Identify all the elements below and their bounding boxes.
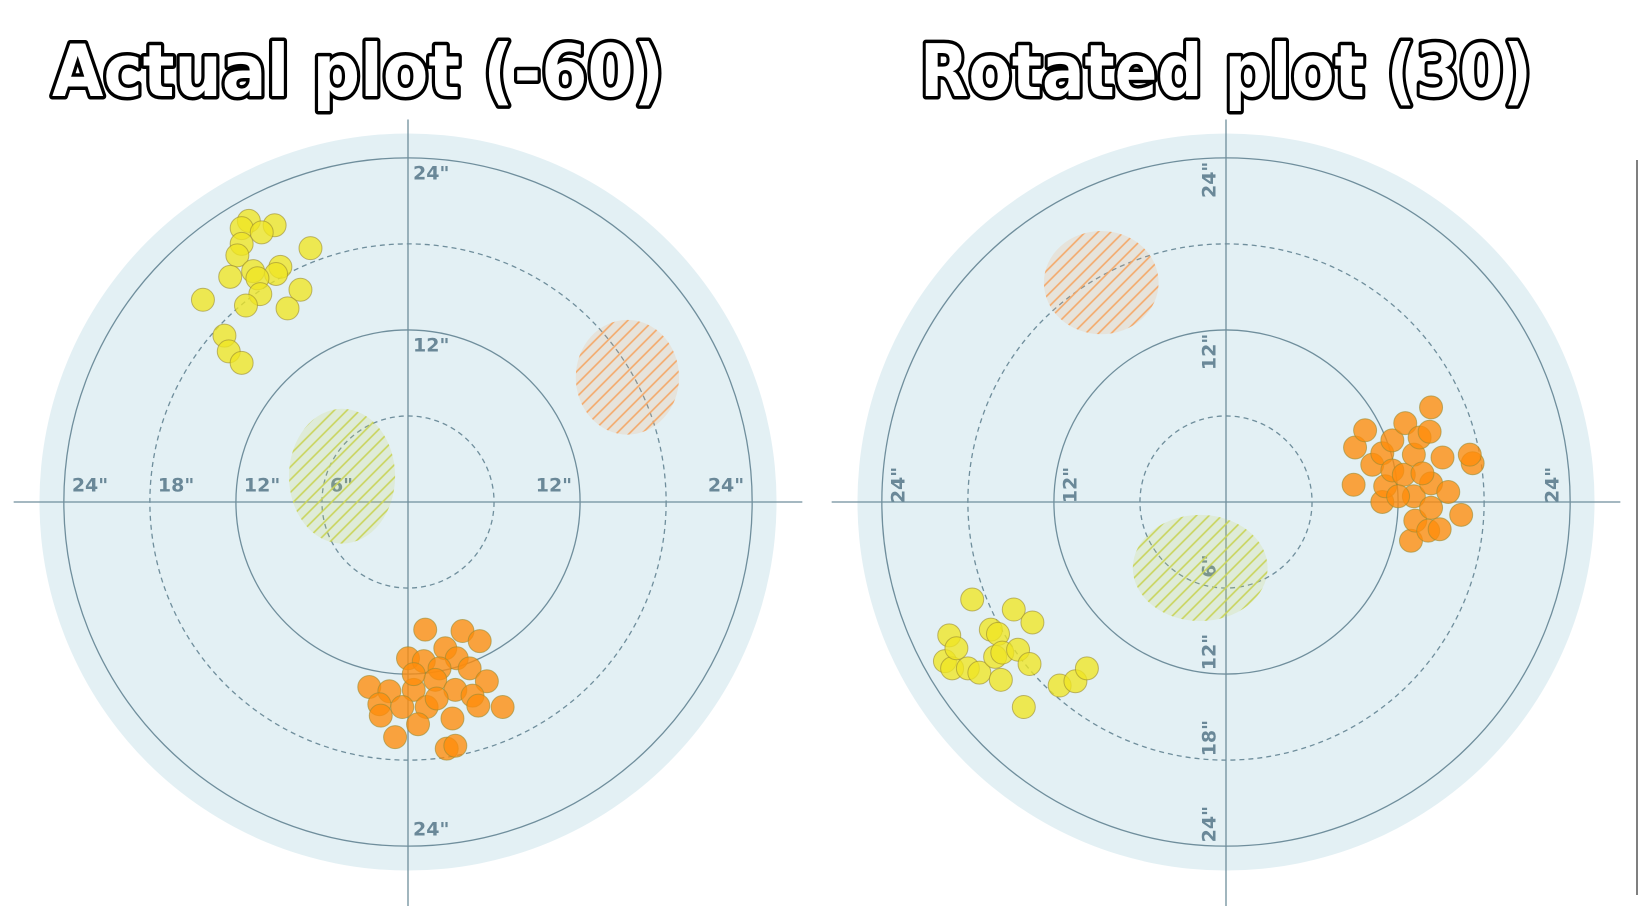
shot-point — [1449, 502, 1474, 527]
shot-point — [457, 656, 482, 681]
shot-point — [383, 725, 408, 750]
shot-point — [474, 669, 499, 694]
y-tick-label: 12" — [1199, 334, 1221, 370]
shot-point — [1380, 428, 1405, 453]
x-tick-label: 12" — [536, 475, 572, 497]
shot-point — [288, 277, 313, 302]
shot-point — [298, 236, 323, 261]
shot-point — [190, 287, 215, 312]
shot-point — [1074, 656, 1099, 681]
x-tick-label: 24" — [887, 467, 909, 503]
x-tick-label: 18" — [158, 475, 194, 497]
shot-point — [1386, 484, 1411, 509]
chart-title: Actual plot (-60) — [52, 29, 664, 113]
shot-point — [1001, 597, 1026, 622]
shot-point — [1017, 652, 1042, 677]
x-tick-label: 12" — [244, 475, 280, 497]
shot-point — [466, 693, 491, 718]
shot-point — [1393, 411, 1418, 436]
y-tick-label: 12" — [1199, 634, 1221, 670]
shot-point — [1457, 442, 1482, 467]
shot-point — [1419, 495, 1444, 520]
shot-point — [1341, 472, 1366, 497]
y-tick-label: 24" — [413, 819, 449, 841]
target-zone — [1043, 230, 1159, 335]
shot-point — [490, 695, 515, 720]
shot-point — [390, 695, 415, 720]
x-tick-label: 24" — [708, 475, 744, 497]
shot-point — [440, 706, 465, 731]
shot-point — [944, 636, 969, 661]
shot-point — [467, 629, 492, 654]
shot-point — [1417, 419, 1442, 444]
shot-point — [443, 733, 468, 758]
shot-point — [218, 264, 243, 289]
shot-point — [229, 350, 254, 375]
shot-point — [401, 662, 426, 687]
target-zone — [1132, 514, 1268, 622]
target-zone — [575, 319, 680, 435]
shot-point — [1353, 418, 1378, 443]
shot-point — [1410, 461, 1435, 486]
shot-point — [1020, 610, 1045, 635]
shot-point — [1427, 517, 1452, 542]
shot-point — [1011, 695, 1036, 720]
shot-point — [424, 686, 449, 711]
x-tick-label: 24" — [1542, 467, 1564, 503]
y-tick-label: 12" — [413, 334, 449, 356]
shot-point — [967, 660, 992, 685]
target-zone — [288, 408, 396, 544]
shot-point — [1436, 479, 1461, 504]
shot-point — [413, 617, 438, 642]
shot-point — [275, 296, 300, 321]
x-tick-label: 12" — [1059, 467, 1081, 503]
shot-point — [225, 243, 250, 268]
shot-point — [1430, 445, 1455, 470]
shot-point — [1419, 395, 1444, 420]
shot-point — [406, 712, 431, 737]
shot-point — [233, 293, 258, 318]
y-tick-label: 24" — [413, 162, 449, 184]
chart-title: Rotated plot (30) — [920, 29, 1532, 113]
x-tick-label: 24" — [72, 475, 108, 497]
shot-point — [249, 220, 274, 245]
shot-point — [368, 703, 393, 728]
y-tick-label: 18" — [1199, 720, 1221, 756]
y-tick-label: 24" — [1199, 162, 1221, 198]
polar-chart: Actual plot (-60)24"18"12"6"12"24"24"12"… — [13, 26, 803, 906]
polar-chart: Rotated plot (30)24"12"24"24"12"6"12"18"… — [831, 26, 1621, 906]
shot-point — [988, 667, 1013, 692]
y-tick-label: 24" — [1199, 806, 1221, 842]
shot-point — [960, 587, 985, 612]
